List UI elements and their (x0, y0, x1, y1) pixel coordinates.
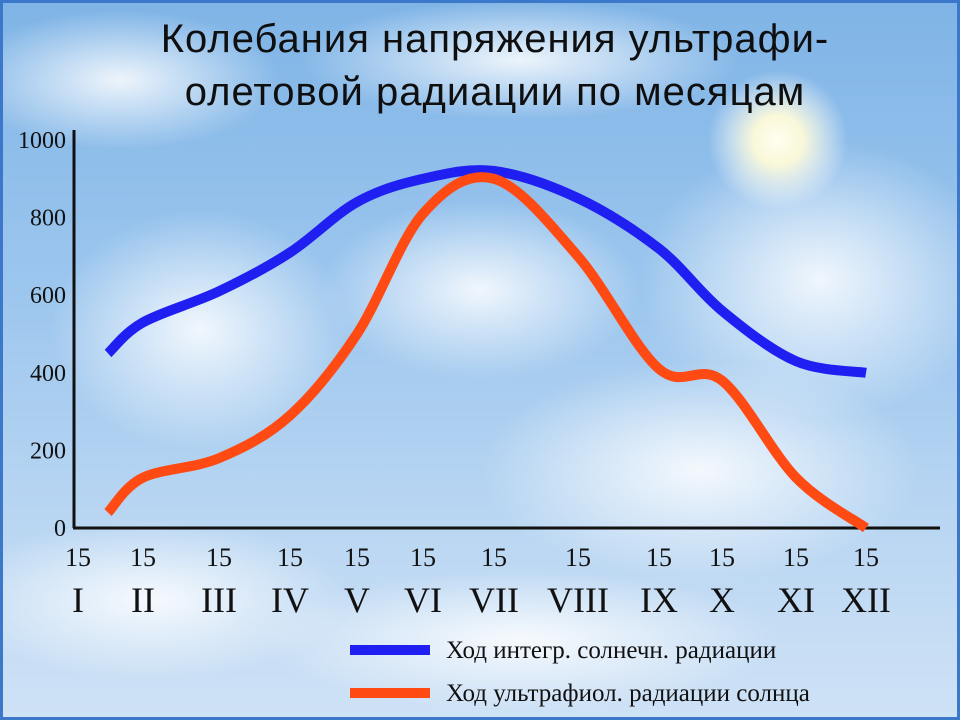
x-tick-day: 15 (277, 543, 303, 572)
x-tick-month: VII (469, 580, 519, 620)
y-tick-labels: 0 200 400 600 800 1000 (18, 128, 66, 542)
x-tick-month: V (344, 580, 370, 620)
y-tick-label: 200 (30, 438, 66, 464)
x-tick-day: 15 (709, 543, 735, 572)
series-line-uv (104, 172, 869, 533)
y-tick-label: 800 (30, 206, 66, 232)
sun-icon (708, 70, 848, 210)
x-tick-day: 15 (410, 543, 436, 572)
x-tick-day: 15 (646, 543, 672, 572)
x-tick-month: X (709, 580, 735, 620)
chart-title-line-1: Колебания напряжения ультрафи- (161, 17, 829, 61)
y-tick-label: 1000 (18, 128, 66, 154)
x-tick-day: 15 (481, 543, 507, 572)
x-tick-day: 15 (65, 543, 91, 572)
x-tick-day: 15 (130, 543, 156, 572)
x-tick-day: 15 (206, 543, 232, 572)
series-lines (104, 165, 869, 533)
legend-label-uv: Ход ультрафиол. радиации солнца (446, 680, 810, 707)
x-tick-month: VI (404, 580, 442, 620)
y-tick-label: 0 (54, 516, 66, 542)
legend-label-integral: Ход интегр. солнечн. радиации (446, 637, 776, 664)
legend: Ход интегр. солнечн. радиации Ход ультраф… (350, 637, 810, 707)
x-tick-month: IV (271, 580, 309, 620)
x-tick-day: 15 (853, 543, 879, 572)
x-tick-month: II (131, 580, 155, 620)
axes (72, 130, 940, 530)
chart-title-line-2: олетовой радиации по месяцам (185, 70, 805, 114)
y-tick-label: 400 (30, 361, 66, 387)
x-tick-labels: 15 I 15 II 15 III 15 IV 15 V 15 VI 15 VII 15 VIII 15 IX 15… (65, 543, 891, 620)
x-tick-month: IX (640, 580, 678, 620)
x-tick-month: XII (841, 580, 891, 620)
x-tick-day: 15 (565, 543, 591, 572)
x-tick-day: 15 (783, 543, 809, 572)
x-tick-month: III (201, 580, 237, 620)
x-tick-month: VIII (547, 580, 609, 620)
x-tick-month: XI (777, 580, 815, 620)
y-tick-label: 600 (30, 283, 66, 309)
x-tick-month: I (72, 580, 84, 620)
x-tick-day: 15 (344, 543, 370, 572)
